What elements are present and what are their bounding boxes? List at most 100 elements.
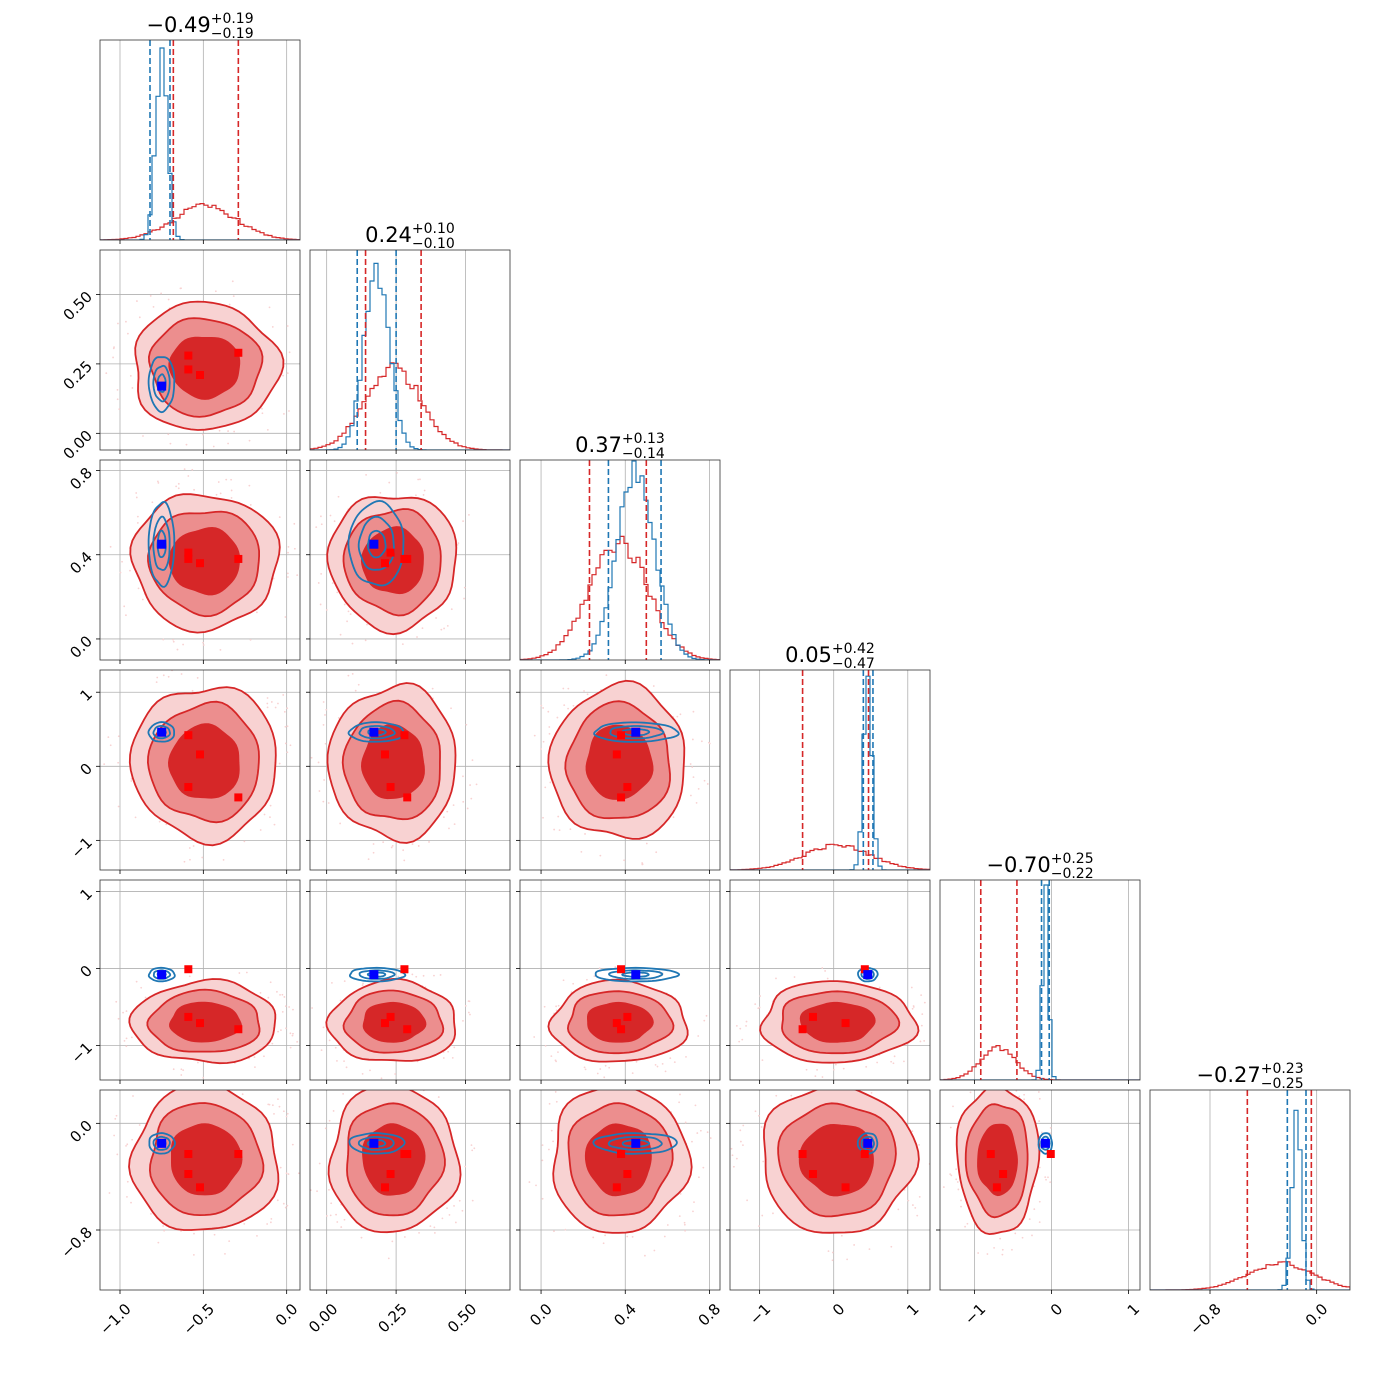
sample-point [136,515,139,518]
panel-5-4: −1 0 1 [936,1089,1143,1328]
sample-point [596,662,598,664]
red-marker [400,965,409,974]
sample-point [868,1248,871,1251]
sample-point [557,1004,560,1007]
sample-point [684,1229,686,1232]
sample-point [396,472,398,474]
sample-point [323,779,325,781]
blue-contour-3 [366,971,387,978]
sample-point [180,673,183,675]
sample-point [157,1241,160,1244]
sample-point [548,726,551,728]
sample-point [271,1104,274,1107]
sample-point [270,701,273,703]
sample-point [271,326,274,328]
x-tick-label: 0.0 [1302,1300,1332,1330]
x-tick-label: −1.0 [96,1300,134,1338]
blue-contour-1 [593,721,680,743]
sample-point [379,1070,381,1072]
x-tick-label: −0.8 [1186,1300,1224,1338]
sample-point [126,1195,128,1198]
sample-point [631,1072,634,1075]
red-histogram [520,535,720,660]
sample-point [116,398,119,401]
hist-panel-1: 0.24+0.10−0.10 [309,221,511,454]
sample-point [454,1221,457,1224]
sample-point [117,761,120,764]
sample-point [933,1034,935,1036]
red-marker [617,731,626,740]
sample-point [739,1140,742,1143]
sample-point [229,1084,231,1086]
blue-contour-3 [366,1139,387,1148]
red-histogram [940,1045,1140,1080]
sample-point [380,1077,383,1080]
sample-point [401,643,404,645]
sample-point [232,295,235,298]
panel-frame [309,249,511,451]
sample-point [284,1005,287,1008]
sample-point [673,1061,676,1064]
sample-point [1023,1093,1026,1096]
sample-point [685,1055,687,1058]
sample-point [447,1050,450,1053]
sample-point [293,522,296,525]
sample-point [315,526,318,528]
sample-point [197,1061,199,1064]
sample-point [870,1091,873,1094]
sample-point [140,986,143,989]
sample-point [911,1007,914,1010]
sample-point [468,513,470,516]
sample-point [310,1189,312,1192]
sample-point [288,351,291,354]
blue-histogram [310,262,510,450]
sample-point [266,1223,269,1225]
sample-point [840,1234,843,1237]
blue-marker [863,1138,873,1148]
sample-point [129,569,131,572]
red-marker [184,554,193,563]
sample-point [259,991,262,994]
sample-point [458,1199,461,1202]
sample-point [269,804,272,807]
sample-point [268,1103,271,1106]
sample-point [231,280,234,283]
sample-point [703,779,706,782]
sample-point [955,1168,958,1171]
sample-point [592,1236,595,1239]
sample-point [678,1215,681,1218]
sample-point [336,1060,338,1062]
sample-point [340,1226,343,1228]
sample-point [1038,1166,1041,1169]
sample-point [114,1117,117,1120]
sample-point [135,496,138,499]
sample-point [183,860,186,863]
sample-point [248,484,251,487]
sample-point [761,1214,764,1217]
sample-point [310,756,313,759]
sample-point [583,1066,586,1069]
sample-point [666,1224,669,1226]
sample-point [288,1006,291,1008]
red-histogram [1150,1261,1350,1290]
sample-point [562,979,565,982]
red-contour-3 [798,1123,874,1197]
sample-point [320,523,323,526]
sample-point [557,1051,559,1054]
sample-point [132,1095,134,1097]
sample-point [227,442,230,445]
sample-point [180,1068,183,1071]
x-tick-label: 0 [829,1300,848,1319]
red-marker [234,1150,243,1158]
sample-point [827,1250,830,1253]
sample-point [172,1068,175,1071]
sample-point [251,1070,253,1072]
sample-point [541,1197,544,1200]
sample-point [162,674,165,677]
sample-point [307,548,309,550]
sample-point [167,675,170,678]
sample-point [141,598,144,601]
sample-point [185,443,188,446]
sample-point [735,1025,738,1027]
sample-point [692,776,695,779]
